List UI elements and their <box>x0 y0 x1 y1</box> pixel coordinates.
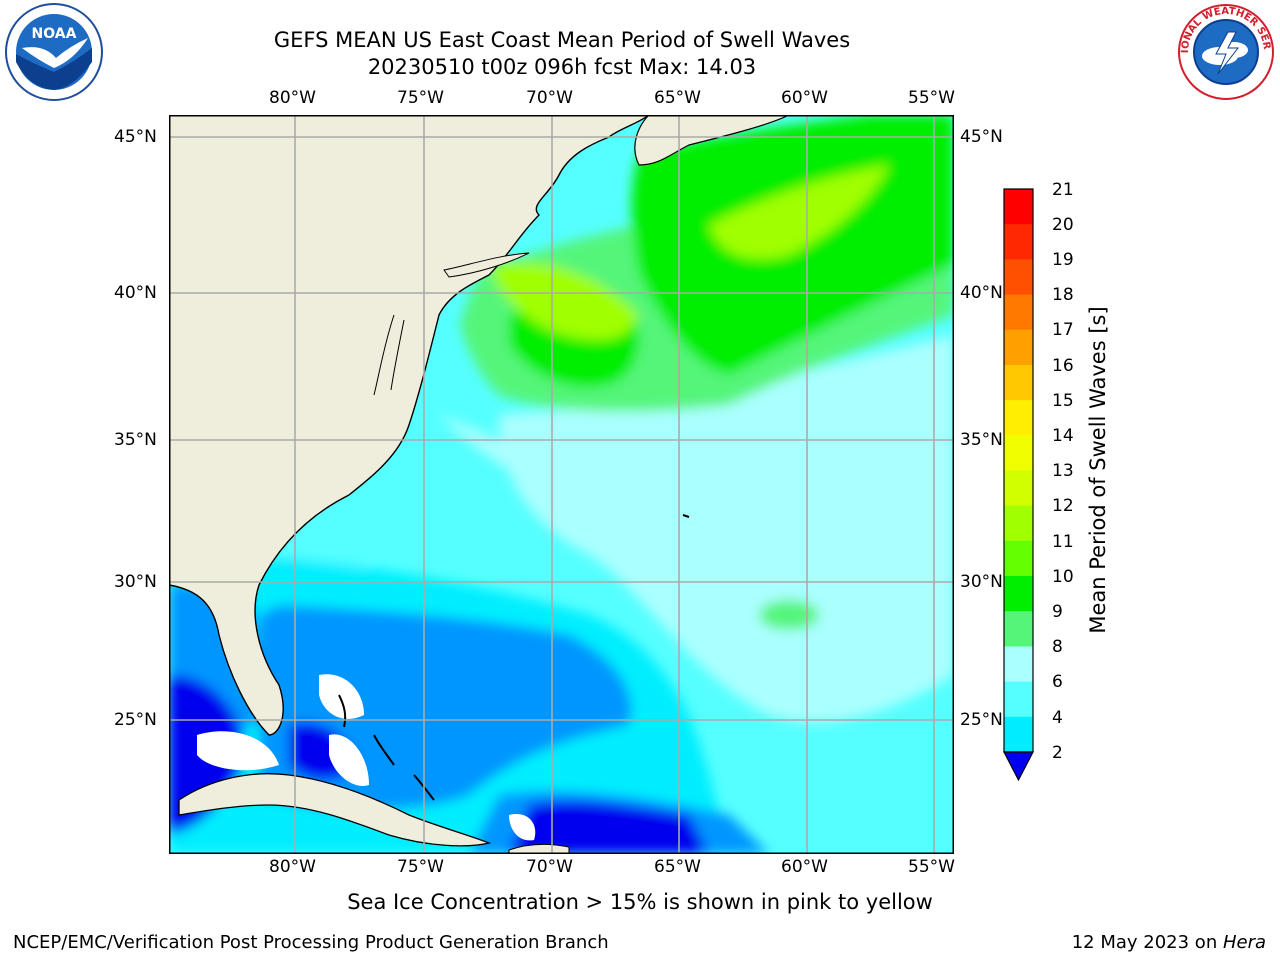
lon-label-top: 65°W <box>654 88 701 108</box>
lat-label-left: 30°N <box>114 572 157 592</box>
cuba-land <box>178 773 492 847</box>
colorbar-cell <box>1004 259 1033 296</box>
colorbar-tick: 18 <box>1052 285 1074 305</box>
lat-label-right: 35°N <box>960 430 1003 450</box>
colorbar-label: Mean Period of Swell Waves [s] <box>1086 306 1110 634</box>
graticule <box>169 115 954 854</box>
footer-date: 12 May 2023 on Hera <box>1071 932 1266 953</box>
lat-label-left: 45°N <box>114 127 157 147</box>
lon-label-bottom: 70°W <box>526 857 573 877</box>
colorbar-cell <box>1004 329 1033 366</box>
lat-label-right: 45°N <box>960 127 1003 147</box>
colorbar-cell <box>1004 716 1033 753</box>
colorbar-tick: 8 <box>1052 637 1063 657</box>
lon-label-bottom: 75°W <box>397 857 444 877</box>
swell-zone-8-9 <box>499 335 954 723</box>
lat-label-right: 25°N <box>960 710 1003 730</box>
lon-label-top: 75°W <box>397 88 444 108</box>
lon-label-top: 55°W <box>908 88 955 108</box>
colorbar-cell <box>1004 364 1033 401</box>
lon-label-top: 80°W <box>269 88 316 108</box>
lon-label-bottom: 60°W <box>781 857 828 877</box>
colorbar-cell <box>1004 646 1033 683</box>
colorbar-cell <box>1004 505 1033 542</box>
map-subtitle: 20230510 t00z 096h fcst Max: 14.03 <box>367 55 757 79</box>
lat-label-left: 25°N <box>114 710 157 730</box>
colorbar-tick: 20 <box>1052 215 1074 235</box>
lon-label-top: 60°W <box>781 88 828 108</box>
colorbar-tick: 11 <box>1052 532 1074 552</box>
lon-label-bottom: 80°W <box>269 857 316 877</box>
colorbar-tick: 14 <box>1052 426 1074 446</box>
colorbar-tick: 13 <box>1052 461 1074 481</box>
sea-ice-note: Sea Ice Concentration > 15% is shown in … <box>347 890 933 914</box>
colorbar-cell <box>1004 470 1033 507</box>
no-data-area <box>197 731 279 771</box>
colorbar-tick: 17 <box>1052 320 1074 340</box>
colorbar-cell <box>1004 189 1033 225</box>
footer-machine: Hera <box>1222 932 1266 953</box>
svg-text:NOAA: NOAA <box>32 26 77 42</box>
colorbar-cell <box>1004 435 1033 471</box>
colorbar-tick: 2 <box>1052 743 1063 763</box>
colorbar-cell <box>1004 576 1033 612</box>
colorbar-cell <box>1004 400 1033 436</box>
colorbar-tick: 6 <box>1052 672 1063 692</box>
colorbar-tick: 16 <box>1052 356 1074 376</box>
colorbar-cell <box>1004 294 1033 331</box>
colorbar-tick: 10 <box>1052 567 1074 587</box>
colorbar <box>1003 188 1034 782</box>
footer-credit: NCEP/EMC/Verification Post Processing Pr… <box>13 932 609 953</box>
swell-zone-11-13 <box>489 262 639 340</box>
map-frame <box>169 115 954 854</box>
colorbar-tick: 19 <box>1052 250 1074 270</box>
noaa-logo: NOAA <box>5 3 103 101</box>
lon-label-top: 70°W <box>526 88 573 108</box>
map-title: GEFS MEAN US East Coast Mean Period of S… <box>273 28 851 52</box>
colorbar-tick: 4 <box>1052 708 1063 728</box>
swell-period-map <box>169 115 954 854</box>
lon-label-bottom: 55°W <box>908 857 955 877</box>
colorbar-cell <box>1004 540 1033 577</box>
lon-label-bottom: 65°W <box>654 857 701 877</box>
lat-label-left: 40°N <box>114 283 157 303</box>
colorbar-cell <box>1004 611 1033 647</box>
colorbar-cell <box>1004 224 1033 260</box>
colorbar-tick: 12 <box>1052 496 1074 516</box>
north-america-land <box>169 115 651 736</box>
nws-logo: NATIONAL WEATHER SERVICE <box>1176 2 1274 100</box>
lat-label-right: 40°N <box>960 283 1003 303</box>
colorbar-tick: 15 <box>1052 391 1074 411</box>
lat-label-left: 35°N <box>114 430 157 450</box>
colorbar-cell <box>1004 681 1033 718</box>
colorbar-tick: 9 <box>1052 602 1063 622</box>
lat-label-right: 30°N <box>960 572 1003 592</box>
colorbar-tick: 21 <box>1052 180 1074 200</box>
colorbar-extend-arrow <box>1003 751 1034 782</box>
